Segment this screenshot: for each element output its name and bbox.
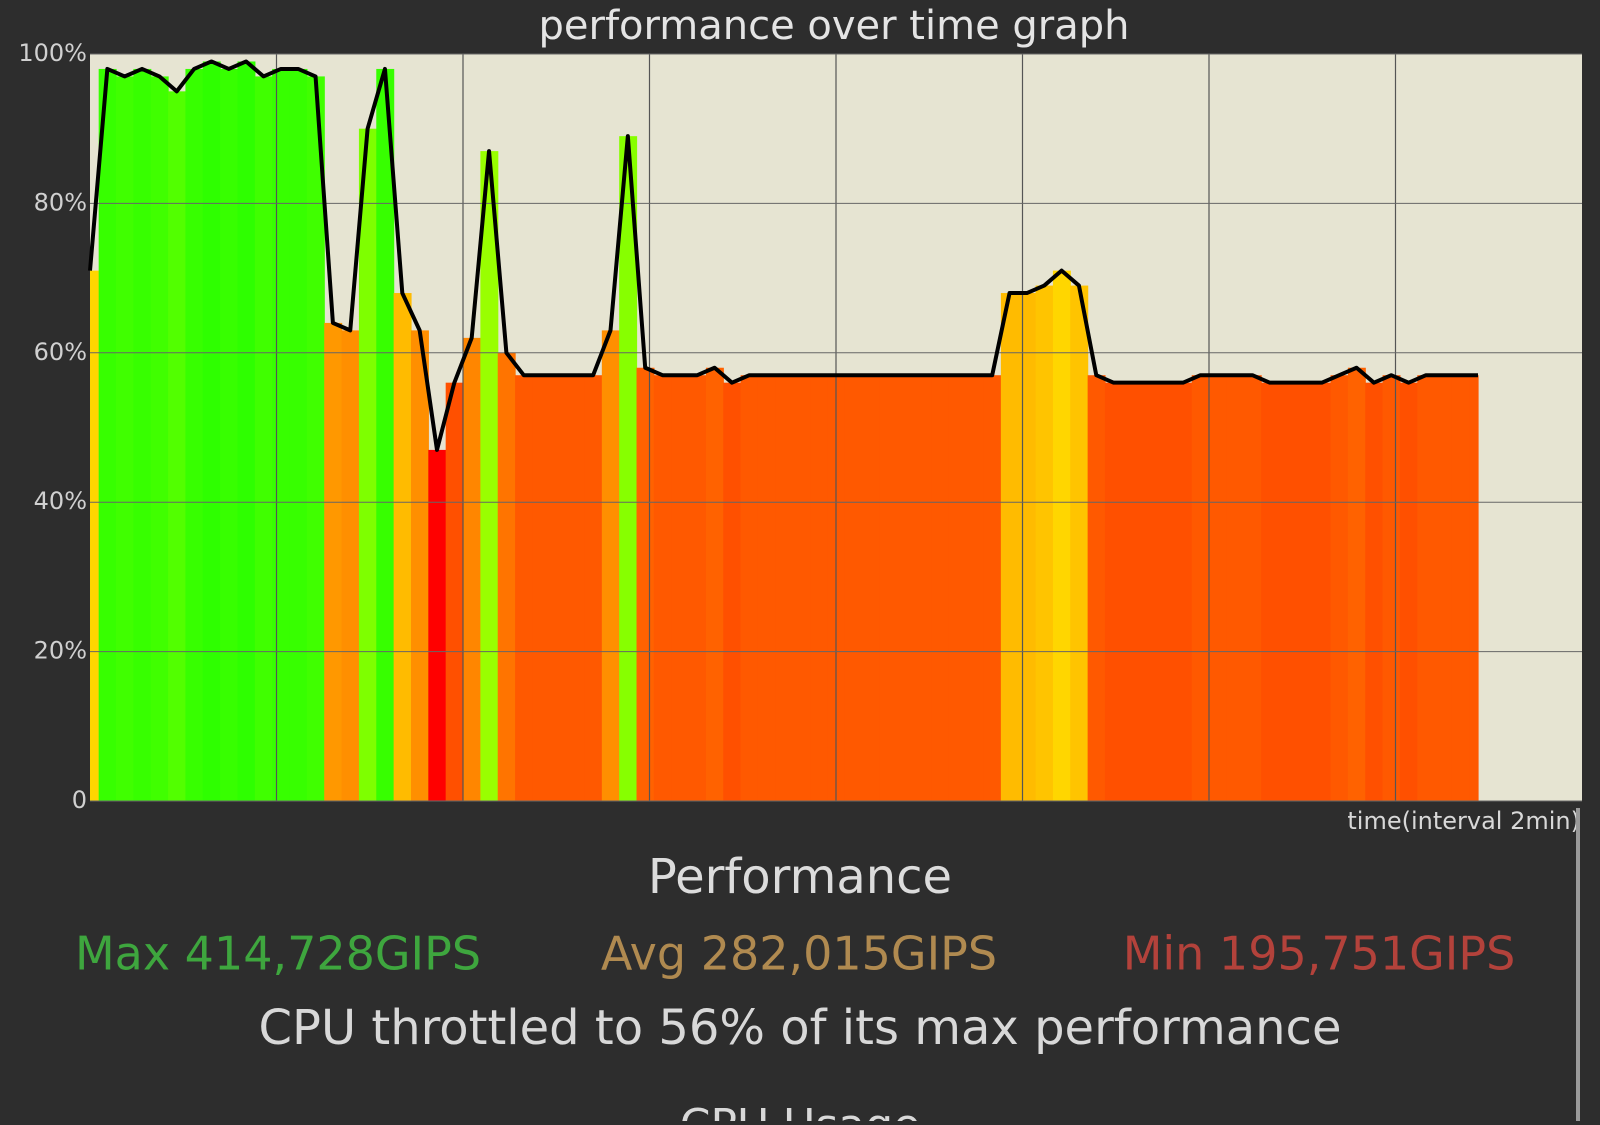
throttle-text: CPU throttled to 56% of its max performa… bbox=[259, 1000, 1342, 1056]
area-segment bbox=[480, 151, 499, 802]
area-segment bbox=[1399, 382, 1418, 801]
area-segment bbox=[90, 270, 100, 801]
area-segment bbox=[1434, 375, 1453, 801]
area-segment bbox=[896, 375, 915, 801]
area-segment bbox=[705, 367, 724, 801]
area-segment bbox=[1191, 375, 1210, 801]
y-tick-label: 0 bbox=[72, 786, 87, 814]
area-segment bbox=[966, 375, 985, 801]
area-segment bbox=[1104, 382, 1123, 801]
area-segment bbox=[601, 330, 620, 801]
area-segment bbox=[324, 322, 343, 801]
y-tick-label: 100% bbox=[18, 39, 87, 67]
area-segment bbox=[116, 76, 134, 801]
area-segment bbox=[1087, 375, 1106, 801]
area-segment bbox=[393, 293, 412, 801]
area-segment bbox=[619, 136, 638, 802]
area-segment bbox=[1469, 375, 1479, 801]
area-segment bbox=[1070, 285, 1089, 801]
min-stat: Min 195,751GIPS bbox=[1123, 927, 1516, 981]
area-segment bbox=[740, 375, 759, 801]
y-tick-label: 80% bbox=[34, 188, 87, 216]
area-segment bbox=[376, 68, 395, 801]
area-segment bbox=[636, 367, 655, 801]
chart-title: performance over time graph bbox=[539, 3, 1130, 49]
area-segment bbox=[757, 375, 776, 801]
area-segment bbox=[948, 375, 967, 801]
area-segment bbox=[497, 352, 516, 801]
area-segment bbox=[671, 375, 690, 801]
area-segment bbox=[584, 375, 603, 801]
area-segment bbox=[428, 449, 447, 801]
area-segment bbox=[1035, 285, 1054, 801]
area-segment bbox=[1417, 375, 1436, 801]
area-segment bbox=[220, 68, 239, 801]
area-segment bbox=[1365, 382, 1384, 801]
area-segment bbox=[1330, 375, 1349, 801]
area-segment bbox=[98, 68, 117, 801]
area-segment bbox=[1295, 382, 1314, 801]
area-segment bbox=[1018, 293, 1037, 801]
area-segment bbox=[688, 375, 707, 801]
area-segment bbox=[254, 76, 273, 801]
area-segment bbox=[549, 375, 568, 801]
area-segment bbox=[1313, 382, 1332, 801]
avg-stat: Avg 282,015GIPS bbox=[601, 927, 997, 981]
area-segment bbox=[862, 375, 881, 801]
area-segment bbox=[914, 375, 933, 801]
y-tick-label: 20% bbox=[34, 637, 87, 665]
area-segment bbox=[567, 375, 586, 801]
area-segment bbox=[168, 91, 187, 802]
area-segment bbox=[150, 76, 169, 801]
max-stat: Max 414,728GIPS bbox=[75, 927, 481, 981]
area-segment bbox=[410, 330, 429, 801]
area-segment bbox=[202, 61, 221, 802]
area-segment bbox=[515, 375, 534, 801]
area-segment bbox=[532, 375, 551, 801]
area-segment bbox=[879, 375, 898, 801]
next-section-title: CPU Usage bbox=[680, 1100, 921, 1121]
area-segment bbox=[1157, 382, 1175, 801]
y-tick-label: 40% bbox=[34, 487, 87, 515]
area-segment bbox=[1209, 375, 1228, 801]
area-segment bbox=[1278, 382, 1297, 801]
area-segment bbox=[792, 375, 811, 801]
area-segment bbox=[1122, 382, 1141, 801]
area-segment bbox=[1052, 270, 1071, 801]
area-segment bbox=[1226, 375, 1245, 801]
area-segment bbox=[1174, 382, 1193, 801]
area-segment bbox=[1243, 375, 1262, 801]
area-segment bbox=[810, 375, 828, 801]
x-axis-label: time(interval 2min) bbox=[1347, 807, 1580, 835]
area-segment bbox=[1347, 367, 1366, 801]
area-segment bbox=[341, 330, 360, 801]
area-segment bbox=[1451, 375, 1470, 801]
performance-line bbox=[88, 59, 1478, 452]
area-segment bbox=[723, 382, 742, 801]
grid bbox=[90, 53, 1582, 802]
area-segment bbox=[445, 382, 464, 801]
area-segment bbox=[931, 375, 950, 801]
area-segment bbox=[775, 375, 794, 801]
area-segment bbox=[1382, 375, 1401, 801]
area-segment bbox=[1261, 382, 1280, 801]
area-segment bbox=[237, 61, 256, 802]
area-segment bbox=[133, 68, 152, 801]
y-tick-label: 60% bbox=[34, 338, 87, 366]
area-segment bbox=[1139, 382, 1158, 801]
area-segment bbox=[463, 337, 481, 801]
area-segment bbox=[844, 375, 863, 801]
section-title: Performance bbox=[648, 849, 952, 905]
area-segment bbox=[185, 68, 204, 801]
area-segment bbox=[983, 375, 1002, 801]
area-segment bbox=[289, 68, 308, 801]
area-segment bbox=[306, 76, 325, 801]
area-segment bbox=[272, 68, 291, 801]
area-segment bbox=[1000, 293, 1019, 801]
area-segment bbox=[358, 128, 377, 801]
area-segment bbox=[653, 375, 672, 801]
